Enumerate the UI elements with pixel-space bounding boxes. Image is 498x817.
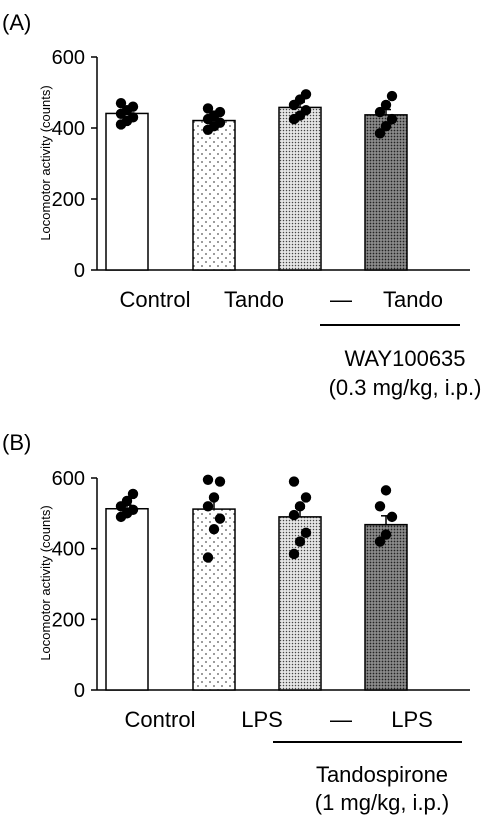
bar bbox=[278, 106, 322, 271]
category-label: — bbox=[330, 287, 352, 312]
data-point bbox=[208, 524, 220, 535]
data-point bbox=[127, 504, 139, 515]
category-label: Control bbox=[125, 707, 196, 732]
bar bbox=[364, 523, 408, 691]
panel-label: (A) bbox=[2, 10, 31, 35]
data-point bbox=[214, 117, 226, 128]
data-point bbox=[121, 495, 133, 507]
data-point bbox=[214, 476, 226, 487]
data-point bbox=[300, 492, 312, 503]
category-label: LPS bbox=[391, 707, 433, 732]
y-tick-label: 200 bbox=[52, 609, 85, 631]
data-point bbox=[294, 536, 306, 547]
bar bbox=[364, 114, 408, 271]
y-axis-label: Locomotor activity (counts) bbox=[38, 85, 53, 240]
bracket-sublabel: (1 mg/kg, i.p.) bbox=[315, 790, 449, 815]
data-point bbox=[300, 527, 312, 538]
data-point bbox=[214, 106, 226, 118]
category-label: Tando bbox=[383, 287, 443, 312]
data-point bbox=[202, 474, 214, 485]
data-point bbox=[294, 501, 306, 512]
data-point bbox=[127, 488, 139, 500]
bracket-label: Tandospirone bbox=[316, 762, 448, 787]
bracket-sublabel: (0.3 mg/kg, i.p.) bbox=[329, 375, 482, 400]
panel-a-chart: (A) Locomotor activity (counts) 0 200 400 600… bbox=[2, 10, 481, 400]
data-point bbox=[300, 89, 312, 100]
data-point bbox=[380, 485, 392, 496]
data-point bbox=[127, 112, 139, 123]
bar bbox=[192, 119, 236, 271]
category-label: Tando bbox=[224, 287, 284, 312]
data-point bbox=[380, 121, 392, 132]
data-point bbox=[374, 536, 386, 547]
bar bbox=[105, 112, 149, 271]
data-point bbox=[288, 548, 300, 560]
data-point bbox=[115, 97, 127, 109]
data-point bbox=[208, 492, 220, 503]
y-tick-label: 0 bbox=[74, 260, 85, 282]
bar bbox=[105, 507, 149, 691]
data-point bbox=[288, 509, 300, 521]
panel-b-chart: (B) Locomotor activity (counts) 0 200 400 600… bbox=[2, 430, 470, 815]
data-point bbox=[386, 511, 398, 523]
category-label: — bbox=[330, 707, 352, 732]
data-point bbox=[202, 103, 214, 114]
data-point bbox=[386, 113, 398, 125]
data-point bbox=[380, 99, 392, 111]
y-tick-label: 600 bbox=[52, 47, 85, 69]
y-tick-label: 0 bbox=[74, 680, 85, 702]
data-point bbox=[214, 513, 226, 524]
data-point bbox=[127, 101, 139, 112]
data-point bbox=[374, 501, 386, 512]
y-tick-label: 400 bbox=[52, 539, 85, 561]
y-tick-label: 400 bbox=[52, 118, 85, 140]
bar bbox=[192, 508, 236, 691]
data-point bbox=[380, 529, 392, 540]
y-axis-label: Locomotor activity (counts) bbox=[38, 505, 53, 660]
data-point bbox=[374, 128, 386, 139]
data-point bbox=[386, 90, 398, 102]
y-tick-label: 200 bbox=[52, 189, 85, 211]
data-point bbox=[288, 476, 300, 487]
y-tick-label: 600 bbox=[52, 468, 85, 490]
data-point bbox=[300, 105, 312, 116]
category-label: LPS bbox=[241, 707, 283, 732]
panel-label: (B) bbox=[2, 430, 31, 455]
bracket-label: WAY100635 bbox=[344, 346, 465, 371]
data-point bbox=[202, 552, 214, 563]
data-point bbox=[374, 106, 386, 118]
data-point bbox=[202, 501, 214, 512]
category-label: Control bbox=[120, 287, 191, 312]
